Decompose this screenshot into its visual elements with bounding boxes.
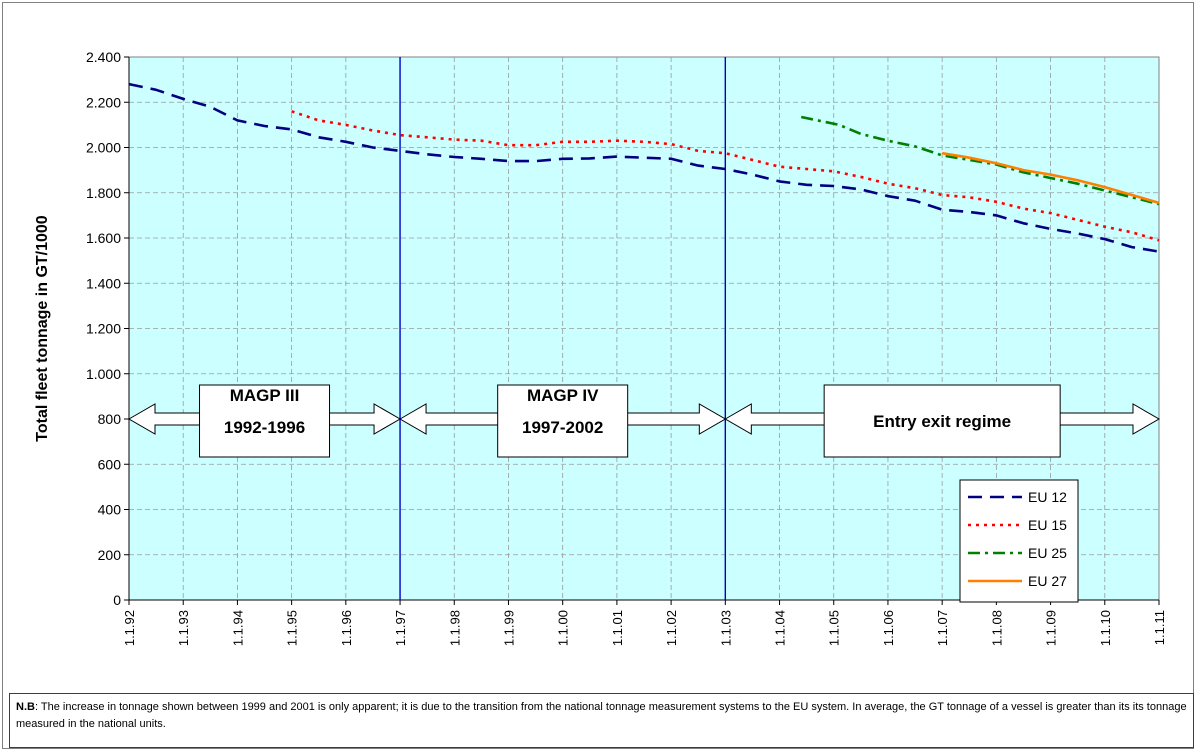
x-tick-label: 1.1.95 [285, 610, 300, 646]
x-tick-label: 1.1.01 [610, 610, 625, 646]
x-tick-label: 1.1.92 [122, 610, 137, 646]
y-tick-label: 200 [98, 547, 122, 563]
x-tick-label: 1.1.94 [230, 610, 245, 646]
x-tick-label: 1.1.02 [664, 610, 679, 646]
y-axis-label: Total fleet tonnage in GT/1000 [34, 215, 51, 442]
period-label-text: MAGP IV [527, 386, 599, 405]
series-line-eu-25 [800, 115, 1160, 206]
x-tick-label: 1.1.08 [989, 610, 1004, 646]
x-tick-label: 1.1.96 [339, 610, 354, 646]
y-tick-label: 1.400 [86, 275, 121, 291]
series-line-eu-27 [941, 151, 1160, 205]
footnote-box: N.B: The increase in tonnage shown betwe… [9, 693, 1194, 748]
y-tick-label: 1.000 [86, 366, 121, 382]
y-tick-label: 1.200 [86, 321, 121, 337]
x-tick-label: 1.1.93 [176, 610, 191, 646]
footnote-label: N.B [16, 701, 35, 713]
y-tick-label: 0 [113, 592, 121, 608]
x-tick-label: 1.1.00 [556, 610, 571, 646]
y-tick-label: 1.800 [86, 185, 121, 201]
y-tick-label: 2.400 [86, 49, 121, 65]
period-label-text: 1997-2002 [522, 418, 603, 437]
x-tick-label: 1.1.06 [881, 610, 896, 646]
footnote-text: : The increase in tonnage shown between … [16, 701, 1187, 730]
fleet-tonnage-chart: 0 200 400 600 800 1.000 1.200 1.400 1.600 1.800 2.… [34, 49, 1167, 646]
x-tick-label: 1.1.09 [1044, 610, 1059, 646]
x-tick-label: 1.1.97 [393, 610, 408, 646]
legend-label: EU 25 [1028, 545, 1067, 561]
y-tick-label: 400 [98, 502, 122, 518]
legend-label: EU 15 [1028, 517, 1067, 533]
legend-label: EU 12 [1028, 489, 1067, 505]
period-label-box [497, 384, 629, 458]
x-tick-label: 1.1.04 [773, 610, 788, 646]
legend-label: EU 27 [1028, 573, 1067, 589]
series-line-eu-12 [128, 82, 1160, 253]
period-label-text: 1992-1996 [224, 418, 305, 437]
period-label-text: MAGP III [230, 386, 300, 405]
period-label-box [823, 384, 1061, 458]
y-tick-label: 2.000 [86, 140, 121, 156]
y-tick-label: 800 [98, 411, 122, 427]
period-label-box [199, 384, 331, 458]
x-tick-label: 1.1.10 [1098, 610, 1113, 646]
x-tick-label: 1.1.99 [501, 610, 516, 646]
y-tick-label: 600 [98, 456, 122, 472]
x-tick-label: 1.1.07 [935, 610, 950, 646]
x-tick-label: 1.1.11 [1152, 610, 1167, 645]
y-tick-label: 1.600 [86, 230, 121, 246]
x-tick-label: 1.1.98 [447, 610, 462, 646]
period-label-text: Entry exit regime [873, 412, 1011, 431]
y-tick-label: 2.200 [86, 94, 121, 110]
x-tick-label: 1.1.05 [827, 610, 842, 646]
x-tick-label: 1.1.03 [718, 610, 733, 646]
